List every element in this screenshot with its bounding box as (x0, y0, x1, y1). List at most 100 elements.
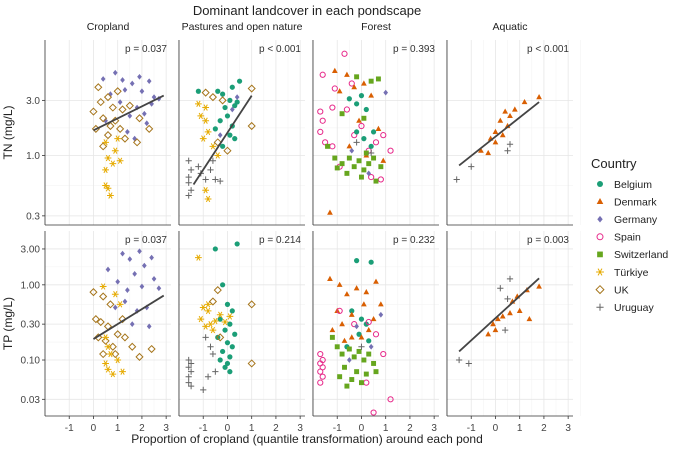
point-denmark (341, 337, 348, 343)
point-türkiye (204, 195, 212, 203)
x-tick-label: -1 (65, 423, 74, 434)
point-germany (112, 69, 118, 76)
point-denmark (375, 125, 382, 131)
point-uk (94, 333, 103, 342)
point-belgium (346, 96, 352, 102)
point-uruguay (204, 373, 212, 380)
y-tick-label: 0.30 (21, 320, 41, 331)
legend-marker (596, 233, 604, 241)
point-denmark (351, 84, 358, 90)
point-belgium (236, 78, 243, 84)
point-denmark (521, 98, 528, 105)
point-uk (208, 297, 218, 306)
column-label: Forest (361, 21, 391, 33)
y-tick-label: 1.0 (26, 151, 40, 162)
point-türkiye (209, 143, 217, 150)
point-germany (122, 87, 128, 93)
point-switzerland (366, 161, 372, 167)
point-uk (247, 121, 256, 131)
legend-label: Switzerland (614, 249, 668, 261)
point-denmark (497, 117, 504, 123)
point-uk (135, 114, 144, 123)
point-spain (380, 350, 387, 358)
point-belgium (212, 246, 218, 252)
point-türkiye (99, 283, 107, 290)
point-germany (117, 99, 123, 105)
point-uk (103, 93, 113, 102)
point-spain (370, 409, 377, 416)
legend-marker (596, 303, 604, 311)
point-uruguay (358, 343, 365, 350)
point-denmark (344, 71, 350, 77)
x-tick-label: -1 (199, 423, 208, 434)
point-belgium (227, 354, 233, 360)
point-belgium (217, 357, 223, 363)
point-belgium (363, 321, 369, 327)
point-belgium (224, 360, 231, 367)
point-belgium (227, 369, 233, 375)
point-uk (247, 300, 256, 309)
point-switzerland (329, 334, 335, 340)
point-belgium (222, 104, 228, 111)
point-switzerland (366, 351, 372, 357)
point-switzerland (344, 383, 350, 389)
panel-tp-3: p = 0.003 -1 0 1 2 3 (446, 231, 581, 434)
point-switzerland (354, 369, 360, 375)
point-belgium (232, 331, 238, 337)
regression-line (93, 94, 165, 132)
point-uk (135, 352, 144, 361)
point-belgium (195, 88, 201, 94)
point-uruguay (453, 176, 460, 183)
point-spain (317, 379, 324, 386)
panel-tp-0: p = 0.037 0.03 0.10 0.30 1.00 3.00 -1 0 1 2 3 (21, 231, 179, 434)
point-switzerland (371, 155, 377, 161)
x-tick-label: 0 (91, 423, 97, 434)
point-spain (365, 318, 372, 326)
point-uruguay (506, 141, 514, 148)
point-germany (112, 304, 118, 311)
point-uruguay (465, 360, 472, 367)
x-tick-label: 3 (297, 423, 303, 434)
point-switzerland (361, 357, 367, 363)
point-belgium (224, 113, 231, 119)
point-uk (89, 288, 98, 297)
legend-label: Denmark (614, 196, 657, 208)
point-switzerland (334, 165, 340, 171)
point-belgium (220, 282, 226, 288)
regression-line (192, 95, 253, 186)
regression-line (92, 294, 165, 340)
point-switzerland (356, 158, 362, 164)
point-uruguay (504, 147, 511, 154)
point-uk (223, 146, 232, 155)
point-türkiye (107, 350, 114, 358)
point-switzerland (344, 170, 350, 176)
point-denmark (365, 326, 372, 333)
point-belgium (234, 99, 240, 105)
x-axis-label: Proportion of cropland (quantile transfo… (131, 432, 483, 446)
point-denmark (353, 285, 360, 291)
point-uruguay (217, 177, 224, 185)
y-tick-label: 0.3 (26, 211, 40, 222)
point-belgium (358, 93, 365, 99)
point-uk (118, 105, 127, 114)
point-spain (317, 368, 324, 375)
point-belgium (215, 88, 221, 94)
point-türkiye (111, 147, 119, 154)
point-türkiye (107, 192, 114, 199)
point-denmark (327, 209, 333, 215)
point-uk (111, 116, 120, 125)
point-denmark (344, 291, 350, 297)
point-germany (127, 256, 133, 262)
point-switzerland (378, 164, 384, 170)
point-germany (100, 76, 106, 82)
point-uruguay (455, 356, 463, 364)
point-germany (156, 285, 162, 292)
point-denmark (346, 143, 353, 149)
x-tick-label: -1 (333, 423, 342, 434)
point-germany (368, 343, 374, 350)
point-spain (331, 85, 338, 92)
point-uk (99, 292, 108, 301)
point-denmark (329, 326, 336, 333)
point-türkiye (119, 368, 126, 375)
chart-title: Dominant landcover in each pondscape (193, 3, 421, 18)
